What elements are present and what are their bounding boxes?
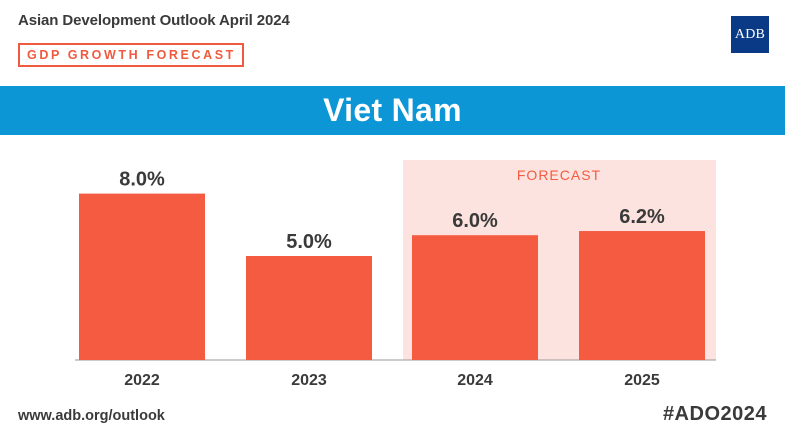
- country-title: Viet Nam: [323, 92, 462, 128]
- value-label-2025: 6.2%: [619, 206, 665, 228]
- forecast-label: FORECAST: [517, 167, 601, 183]
- value-label-2024: 6.0%: [452, 210, 498, 232]
- country-banner: Viet Nam: [0, 86, 785, 135]
- tick-label-2024: 2024: [457, 372, 493, 389]
- adb-logo: ADB: [731, 16, 769, 53]
- value-label-2022: 8.0%: [119, 169, 165, 191]
- footer-url: www.adb.org/outlook: [18, 408, 165, 424]
- bar-2024: [412, 235, 538, 360]
- tick-label-2022: 2022: [124, 372, 160, 389]
- footer-hashtag: #ADO2024: [662, 403, 767, 425]
- value-label-2023: 5.0%: [286, 231, 332, 253]
- tick-label-2023: 2023: [291, 372, 327, 389]
- gdp-forecast-tag: GDP GROWTH FORECAST: [18, 43, 244, 67]
- tick-label-2025: 2025: [624, 372, 660, 389]
- publication-title: Asian Development Outlook April 2024: [18, 12, 290, 29]
- bar-2022: [79, 193, 205, 360]
- bar-2025: [579, 231, 705, 360]
- bar-2023: [246, 256, 372, 360]
